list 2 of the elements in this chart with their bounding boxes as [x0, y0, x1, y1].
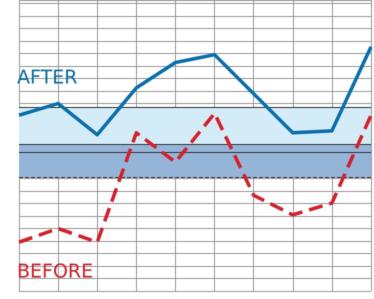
series-label: AFTER	[17, 66, 78, 89]
series-label: BEFORE	[17, 260, 94, 283]
